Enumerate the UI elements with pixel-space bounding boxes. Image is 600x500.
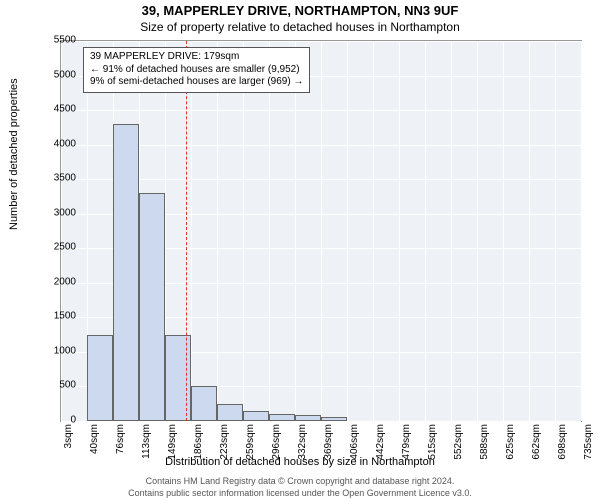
histogram-bar <box>165 335 191 421</box>
x-tick-label: 698sqm <box>557 424 568 464</box>
x-tick-label: 76sqm <box>115 424 126 464</box>
y-tick-label: 1000 <box>36 345 76 356</box>
histogram-bar <box>139 193 165 421</box>
y-tick-label: 2000 <box>36 276 76 287</box>
histogram-bar <box>87 335 113 421</box>
info-box: 39 MAPPERLEY DRIVE: 179sqm ← 91% of deta… <box>83 47 310 93</box>
histogram-bar <box>295 415 321 421</box>
y-tick-label: 3000 <box>36 207 76 218</box>
gridline-v <box>503 41 504 421</box>
gridline-v <box>321 41 322 421</box>
gridline-v <box>399 41 400 421</box>
x-tick-label: 515sqm <box>427 424 438 464</box>
histogram-bar <box>269 414 295 421</box>
x-tick-label: 113sqm <box>141 424 152 464</box>
info-box-line3: 9% of semi-detached houses are larger (9… <box>90 76 303 89</box>
x-tick-label: 735sqm <box>583 424 594 464</box>
x-tick-label: 223sqm <box>219 424 230 464</box>
info-box-line1: 39 MAPPERLEY DRIVE: 179sqm <box>90 51 303 64</box>
x-tick-label: 625sqm <box>505 424 516 464</box>
gridline-v <box>269 41 270 421</box>
title-sub: Size of property relative to detached ho… <box>0 20 600 34</box>
x-tick-label: 588sqm <box>479 424 490 464</box>
gridline-h <box>61 421 581 422</box>
gridline-v <box>477 41 478 421</box>
gridline-v <box>347 41 348 421</box>
title-main: 39, MAPPERLEY DRIVE, NORTHAMPTON, NN3 9U… <box>0 3 600 18</box>
chart-container: 39, MAPPERLEY DRIVE, NORTHAMPTON, NN3 9U… <box>0 0 600 500</box>
x-tick-label: 40sqm <box>89 424 100 464</box>
footer-line2: Contains public sector information licen… <box>0 488 600 498</box>
gridline-v <box>295 41 296 421</box>
histogram-bar <box>217 404 243 421</box>
y-tick-label: 4500 <box>36 104 76 115</box>
x-tick-label: 552sqm <box>453 424 464 464</box>
x-tick-label: 479sqm <box>401 424 412 464</box>
gridline-v <box>451 41 452 421</box>
y-tick-label: 3500 <box>36 173 76 184</box>
y-tick-label: 500 <box>36 380 76 391</box>
info-box-line2: ← 91% of detached houses are smaller (9,… <box>90 64 303 77</box>
reference-line <box>186 41 187 421</box>
gridline-v <box>425 41 426 421</box>
plot-area: 39 MAPPERLEY DRIVE: 179sqm ← 91% of deta… <box>60 40 582 422</box>
y-tick-label: 5000 <box>36 69 76 80</box>
gridline-v <box>217 41 218 421</box>
x-tick-label: 296sqm <box>271 424 282 464</box>
x-tick-label: 3sqm <box>63 424 74 464</box>
gridline-v <box>191 41 192 421</box>
gridline-v <box>373 41 374 421</box>
gridline-v <box>555 41 556 421</box>
histogram-bar <box>243 411 269 421</box>
y-tick-label: 4000 <box>36 138 76 149</box>
histogram-bar <box>191 386 217 421</box>
x-tick-label: 259sqm <box>245 424 256 464</box>
gridline-v <box>243 41 244 421</box>
x-tick-label: 369sqm <box>323 424 334 464</box>
histogram-bar <box>321 417 347 421</box>
y-tick-label: 1500 <box>36 311 76 322</box>
y-tick-label: 5500 <box>36 35 76 46</box>
x-tick-label: 186sqm <box>193 424 204 464</box>
gridline-v <box>61 41 62 421</box>
x-tick-label: 442sqm <box>375 424 386 464</box>
x-tick-label: 332sqm <box>297 424 308 464</box>
x-tick-label: 149sqm <box>167 424 178 464</box>
gridline-v <box>581 41 582 421</box>
gridline-v <box>529 41 530 421</box>
y-axis-label: Number of detached properties <box>8 78 20 230</box>
x-tick-label: 406sqm <box>349 424 360 464</box>
histogram-bar <box>113 124 139 421</box>
x-tick-label: 662sqm <box>531 424 542 464</box>
y-tick-label: 2500 <box>36 242 76 253</box>
footer-line1: Contains HM Land Registry data © Crown c… <box>0 476 600 486</box>
